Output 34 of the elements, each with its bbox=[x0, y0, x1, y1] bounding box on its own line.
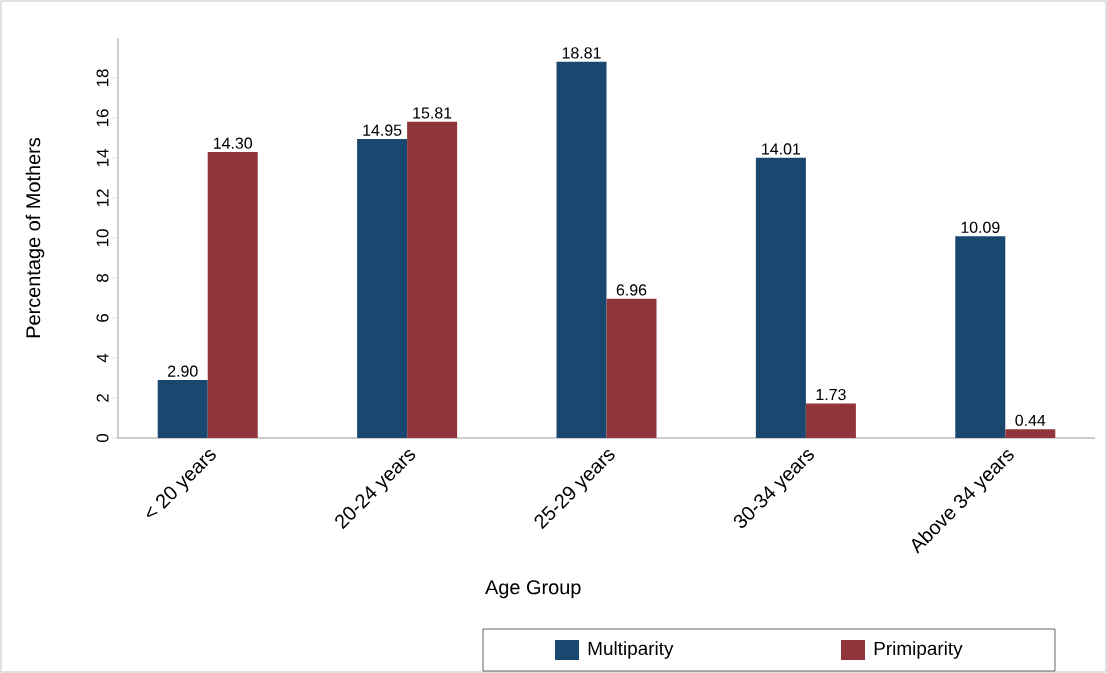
bar bbox=[556, 61, 607, 438]
y-tick-label: 4 bbox=[96, 353, 109, 363]
bar bbox=[207, 152, 258, 438]
data-label: 2.90 bbox=[168, 365, 198, 377]
bar bbox=[357, 139, 408, 438]
bar bbox=[157, 380, 208, 438]
y-axis-title: Percentage of Mothers bbox=[25, 137, 45, 338]
data-label: 0.44 bbox=[1015, 414, 1046, 426]
x-axis-title: Age Group bbox=[485, 580, 581, 599]
data-label: 15.81 bbox=[413, 107, 452, 119]
bar bbox=[755, 157, 806, 438]
y-tick-label: 14 bbox=[96, 149, 109, 167]
data-label: 18.81 bbox=[562, 47, 601, 59]
data-label: 14.01 bbox=[762, 143, 801, 155]
y-tick-label: 2 bbox=[96, 394, 109, 402]
bar bbox=[407, 121, 458, 438]
y-tick-label: 12 bbox=[96, 189, 109, 207]
y-tick-label: 10 bbox=[96, 229, 109, 247]
data-label: 14.95 bbox=[363, 124, 402, 136]
data-label: 1.73 bbox=[816, 388, 846, 401]
data-label: 14.30 bbox=[214, 137, 253, 149]
y-tick-label: 18 bbox=[96, 69, 109, 87]
y-tick-label: 8 bbox=[96, 274, 109, 282]
legend-label: Multiparity bbox=[588, 641, 674, 659]
bar bbox=[606, 298, 657, 438]
y-tick-label: 6 bbox=[96, 314, 109, 322]
data-label: 10.09 bbox=[961, 221, 1000, 233]
y-tick-label: 16 bbox=[96, 109, 109, 127]
bar bbox=[955, 236, 1006, 438]
bar bbox=[1005, 429, 1056, 438]
y-tick-label: 0 bbox=[96, 433, 109, 443]
data-label: 6.96 bbox=[616, 284, 647, 296]
bar bbox=[805, 403, 856, 438]
legend-label: Primiparity bbox=[874, 641, 963, 659]
